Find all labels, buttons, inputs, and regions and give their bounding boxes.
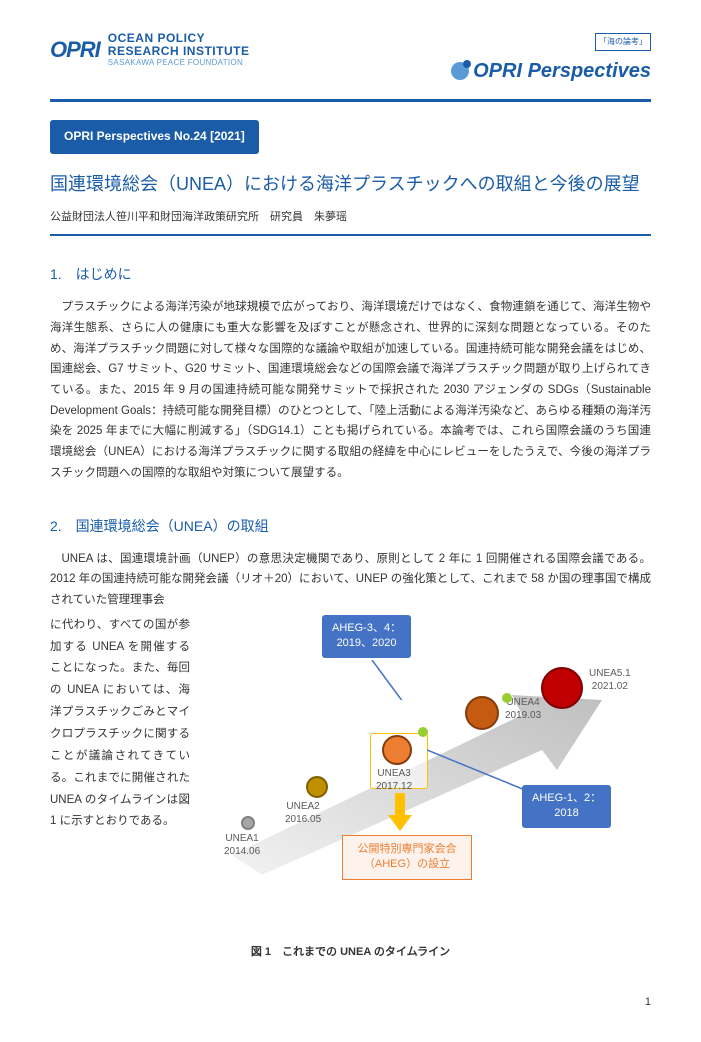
- aheg-box: 公開特別専門家会合 （AHEG）の設立: [342, 835, 472, 880]
- callout-top-line: [362, 660, 422, 700]
- callout-right: AHEG-1、2： 2018: [522, 785, 611, 828]
- node-circle: [241, 816, 255, 830]
- timeline-node-unea2: UNEA22016.05: [306, 776, 328, 806]
- yellow-arrow-icon: [388, 793, 412, 833]
- aheg-line2: （AHEG）の設立: [364, 858, 450, 870]
- umi-tag: 「海の論考」: [595, 33, 651, 51]
- callout-right-line: [427, 745, 527, 795]
- logo-line2: RESEARCH INSTITUTE: [108, 44, 250, 58]
- timeline-node-unea1: UNEA12014.06: [241, 816, 255, 838]
- section2-intro: UNEA は、国連環境計画（UNEP）の意思決定機関であり、原則として 2 年に…: [50, 549, 651, 611]
- page-number: 1: [50, 993, 651, 1013]
- dot-icon: [451, 62, 469, 80]
- timeline-node-unea51: UNEA5.12021.02: [541, 667, 583, 717]
- section2-side-text: に代わり、すべての国が参加する UNEA を開催することになった。また、毎回の …: [50, 615, 190, 833]
- logo-left: OPRI OCEAN POLICY RESEARCH INSTITUTE SAS…: [50, 30, 249, 70]
- header: OPRI OCEAN POLICY RESEARCH INSTITUTE SAS…: [50, 30, 651, 89]
- page-title: 国連環境総会（UNEA）における海洋プラスチックへの取組と今後の展望: [50, 168, 651, 200]
- node-circle: [306, 776, 328, 798]
- perspectives-text: OPRI Perspectives: [473, 53, 651, 89]
- logo-right: 「海の論考」 OPRI Perspectives: [451, 30, 651, 89]
- figure-caption: 図 1 これまでの UNEA のタイムライン: [50, 943, 651, 963]
- divider-under-title: [50, 234, 651, 236]
- logo-line3: SASAKAWA PEACE FOUNDATION: [108, 58, 243, 67]
- timeline-node-unea3: UNEA32017.12: [382, 735, 412, 773]
- node-label: UNEA22016.05: [285, 800, 321, 826]
- node-circle: [541, 667, 583, 709]
- logo-mark: OPRI: [50, 30, 100, 70]
- section1-heading: 1. はじめに: [50, 262, 651, 287]
- node-label: UNEA5.12021.02: [589, 667, 631, 693]
- logo-line1: OCEAN POLICY: [108, 31, 205, 45]
- node-label: UNEA12014.06: [224, 832, 260, 858]
- issue-badge: OPRI Perspectives No.24 [2021]: [50, 120, 259, 154]
- author-line: 公益財団法人笹川平和財団海洋政策研究所 研究員 朱夢瑶: [50, 208, 651, 228]
- section2-heading: 2. 国連環境総会（UNEA）の取組: [50, 514, 651, 539]
- node-circle: [465, 696, 499, 730]
- node-circle: [382, 735, 412, 765]
- divider-top: [50, 99, 651, 102]
- green-dot-1: [502, 693, 512, 703]
- perspectives-title: OPRI Perspectives: [451, 53, 651, 89]
- logo-text: OCEAN POLICY RESEARCH INSTITUTE SASAKAWA…: [108, 32, 250, 67]
- callout-top: AHEG-3、4： 2019、2020: [322, 615, 411, 658]
- green-dot-0: [418, 727, 428, 737]
- section1-body: プラスチックによる海洋汚染が地球規模で広がっており、海洋環境だけではなく、食物連…: [50, 297, 651, 483]
- timeline-node-unea4: UNEA42019.03: [465, 696, 499, 738]
- node-label: UNEA32017.12: [376, 767, 412, 793]
- section2-wrap: に代わり、すべての国が参加する UNEA を開催することになった。また、毎回の …: [50, 615, 651, 935]
- aheg-line1: 公開特別専門家会合: [358, 843, 457, 855]
- timeline-figure: AHEG-3、4： 2019、2020 UNEA12014.06 UNEA2201…: [202, 615, 622, 935]
